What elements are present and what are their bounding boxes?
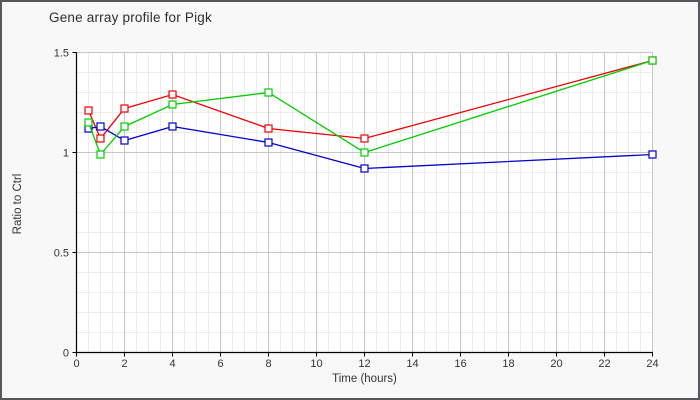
- marker-red-series: [264, 124, 273, 133]
- marker-blue-series: [168, 122, 177, 131]
- x-tick-label: 20: [550, 358, 562, 370]
- x-tick-label: 2: [121, 358, 127, 370]
- x-tick-label: 10: [310, 358, 322, 370]
- marker-blue-series: [360, 164, 369, 173]
- chart-title: Gene array profile for Pigk: [49, 10, 212, 25]
- x-tick-label: 18: [502, 358, 514, 370]
- marker-blue-series: [96, 122, 105, 131]
- x-tick-label: 22: [598, 358, 610, 370]
- marker-green-series: [360, 148, 369, 157]
- x-tick-label: 8: [265, 358, 271, 370]
- x-tick-label: 24: [646, 358, 658, 370]
- x-axis-title: Time (hours): [332, 373, 397, 385]
- y-tick-label: 0.5: [54, 248, 69, 260]
- marker-green-series: [120, 122, 129, 131]
- marker-green-series: [264, 88, 273, 97]
- y-tick-label: 1: [63, 148, 69, 160]
- marker-red-series: [168, 90, 177, 99]
- y-tick-label: 1.5: [54, 48, 69, 60]
- marker-blue-series: [264, 138, 273, 147]
- x-tick-label: 6: [217, 358, 223, 370]
- marker-blue-series: [120, 136, 129, 145]
- marker-green-series: [96, 150, 105, 159]
- x-tick-label: 14: [406, 358, 418, 370]
- marker-green-series: [84, 118, 93, 127]
- x-tick-label: 0: [73, 358, 79, 370]
- marker-red-series: [120, 104, 129, 113]
- x-tick-label: 16: [454, 358, 466, 370]
- x-tick-label: 12: [358, 358, 370, 370]
- x-tick-label: 4: [169, 358, 175, 370]
- marker-green-series: [648, 56, 657, 65]
- marker-red-series: [360, 134, 369, 143]
- marker-red-series: [96, 134, 105, 143]
- y-tick-label: 0: [63, 348, 69, 360]
- marker-blue-series: [648, 150, 657, 159]
- marker-red-series: [84, 106, 93, 115]
- marker-green-series: [168, 100, 177, 109]
